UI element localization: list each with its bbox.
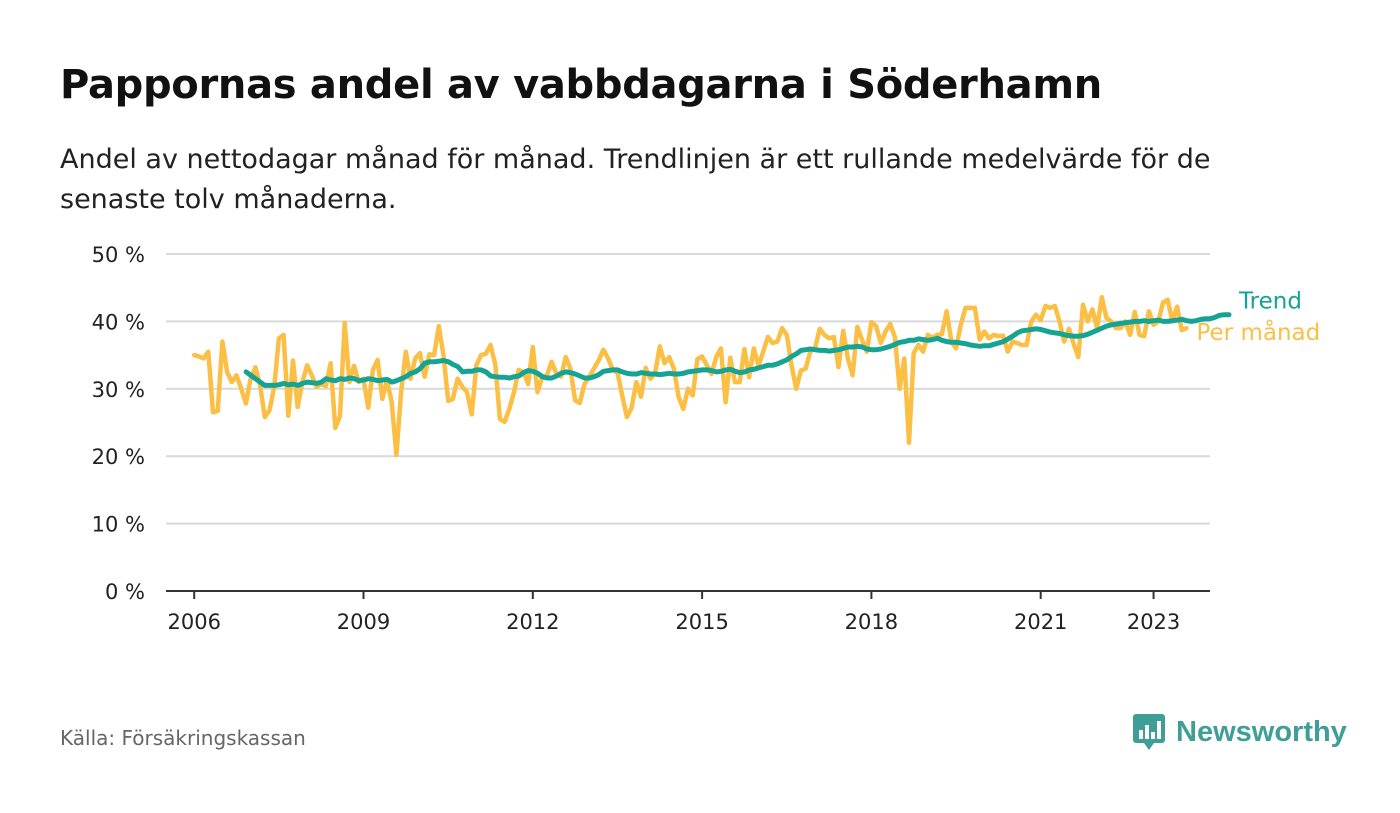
monthly-label: Per månad	[1196, 318, 1320, 346]
y-tick-label: 50 %	[92, 243, 145, 267]
trend-label: Trend	[1238, 289, 1302, 315]
brand-name: Newsworthy	[1176, 715, 1347, 748]
chart-subtitle: Andel av nettodagar månad för månad. Tre…	[60, 144, 1211, 215]
y-tick-label: 30 %	[92, 378, 145, 402]
x-tick-label: 2018	[845, 610, 898, 634]
y-tick-label: 0 %	[105, 580, 145, 604]
chart-title: Pappornas andel av vabbdagarna i Söderha…	[60, 62, 1102, 108]
x-axis: 2006 2009 2012 2015 2018 2021 2023	[166, 590, 1210, 634]
source-note: Källa: Försäkringskassan	[60, 726, 306, 750]
y-axis: 0 % 10 % 20 % 30 % 40 % 50 %	[92, 243, 145, 604]
line-chart: 0 % 10 % 20 % 30 % 40 % 50 % 2006 2009 2012 2015…	[92, 243, 1321, 634]
x-tick-label: 2021	[1014, 610, 1067, 634]
y-tick-label: 10 %	[92, 513, 145, 537]
trend-line	[243, 312, 1232, 388]
y-tick-label: 40 %	[92, 310, 145, 334]
brand-logo[interactable]: Newsworthy	[1132, 712, 1347, 752]
y-tick-label: 20 %	[92, 445, 145, 469]
series-lines	[191, 294, 1232, 458]
x-tick-label: 2015	[675, 610, 728, 634]
x-tick-label: 2012	[506, 610, 559, 634]
bar-chart-speech-bubble-icon	[1133, 714, 1165, 750]
x-tick-label: 2006	[167, 610, 220, 634]
series-labels: Trend Per månad	[1196, 289, 1320, 346]
x-tick-label: 2009	[337, 610, 390, 634]
x-tick-label: 2023	[1127, 610, 1180, 634]
